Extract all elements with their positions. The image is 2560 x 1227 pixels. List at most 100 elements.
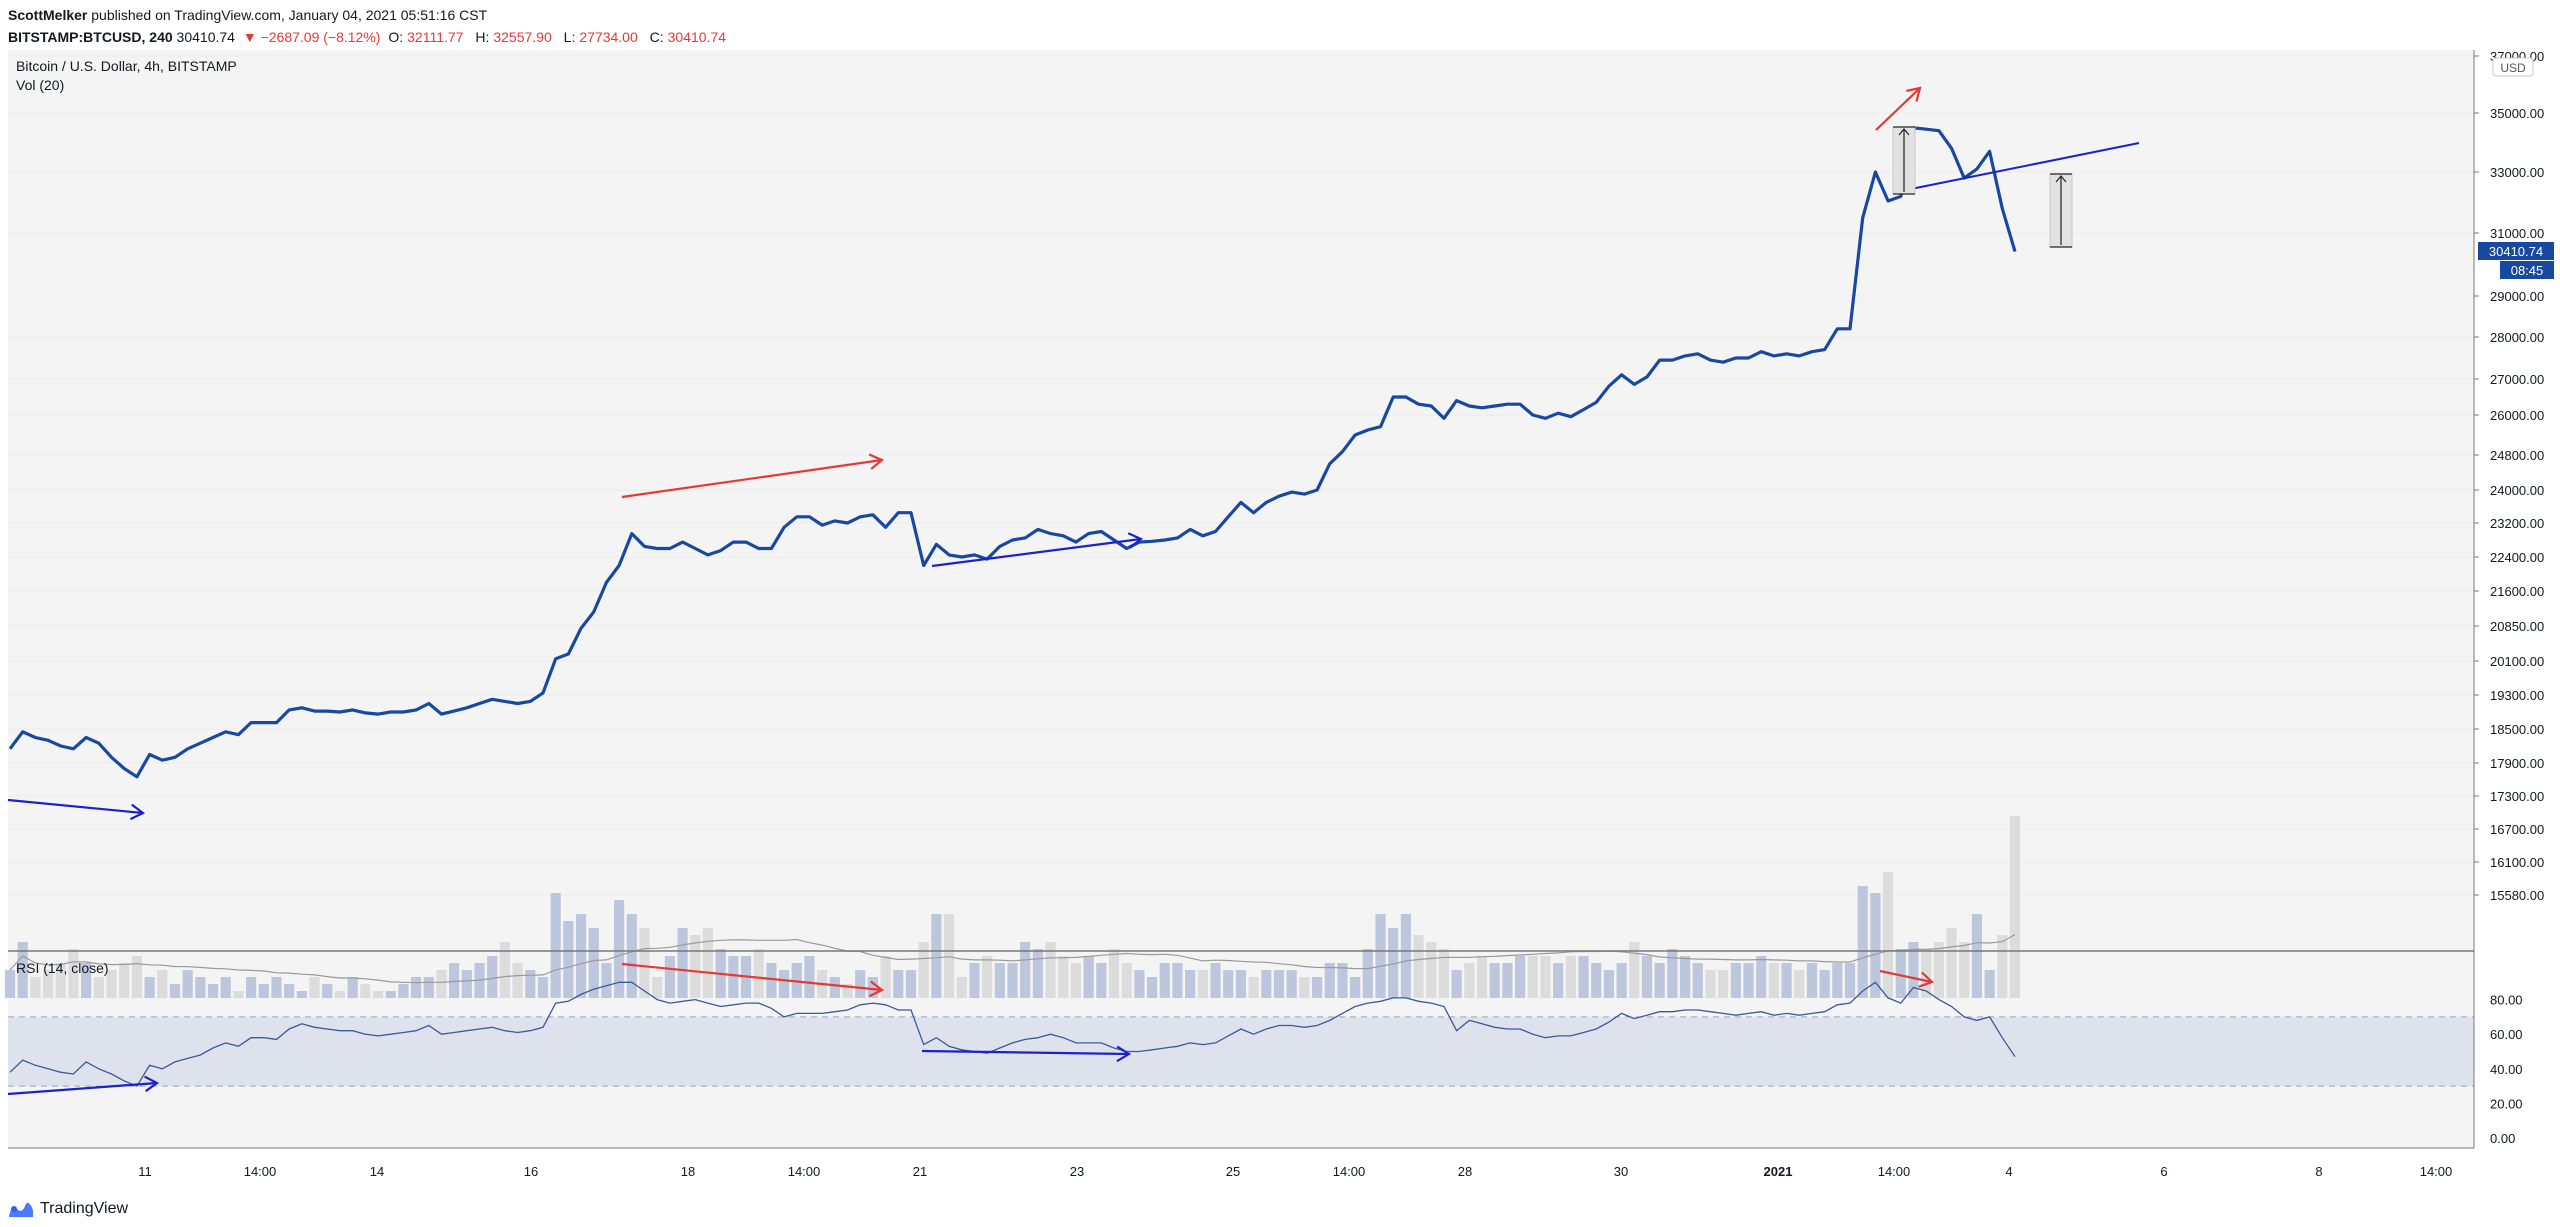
measure-range-box[interactable] — [2049, 173, 2073, 248]
volume-bar — [1020, 942, 1031, 998]
author-name[interactable]: ScottMelker — [8, 7, 88, 23]
time-tick-label: 25 — [1226, 1164, 1240, 1179]
volume-bar — [1515, 956, 1526, 998]
volume-bar — [1794, 970, 1805, 998]
price-tick-label: 17300.00 — [2490, 789, 2544, 804]
price-line[interactable] — [8, 126, 2017, 779]
volume-bar — [880, 956, 891, 998]
grid-layer — [8, 55, 2474, 896]
countdown-badge — [2500, 261, 2554, 279]
volume-bar — [1730, 963, 1741, 998]
volume-bar — [994, 963, 1005, 998]
volume-bar — [1984, 970, 1995, 998]
volume-bar — [360, 984, 371, 998]
volume-bar — [461, 970, 472, 998]
low-label: L: — [563, 29, 576, 45]
volume-bar — [1413, 935, 1424, 998]
measure-range-box-head — [2055, 175, 2067, 183]
volume-bar — [1058, 956, 1069, 998]
close-label: C: — [649, 29, 664, 45]
price-tick-label: 18500.00 — [2490, 722, 2544, 737]
volume-pane-label: Vol (20) — [16, 77, 64, 93]
volume-bar — [1210, 963, 1221, 998]
volume-bar — [1007, 963, 1018, 998]
rsi-axis[interactable]: 80.00 60.00 40.00 20.00 0.00 — [2490, 993, 2523, 1146]
symbol-interval[interactable]: BITSTAMP:BTCUSD, 240 — [8, 29, 173, 45]
blue-trend-arrow[interactable] — [7, 798, 146, 821]
time-axis[interactable]: 11 14:00 14 16 18 14:00 21 23 25 14:00 28 30 2021 14:… — [138, 1164, 2452, 1179]
price-tick-label: 27000.00 — [2490, 372, 2544, 387]
tradingview-footer[interactable]: TradingView — [8, 1196, 128, 1222]
volume-bar — [1172, 963, 1183, 998]
red-rsi-trend-arrow-head — [868, 980, 885, 998]
rsi-line[interactable] — [9, 981, 2016, 1087]
volume-bar — [1768, 963, 1779, 998]
rsi-tick-label: 20.00 — [2490, 1096, 2523, 1111]
volume-bar — [512, 963, 523, 998]
measure-range-box[interactable] — [1892, 126, 1916, 195]
volume-bar — [893, 970, 904, 998]
volume-bar — [131, 956, 142, 998]
volume-bar — [982, 956, 993, 998]
volume-bar — [1286, 970, 1297, 998]
red-rsi-trend-arrow[interactable] — [621, 962, 885, 998]
volume-bar — [1921, 949, 1932, 998]
volume-bar — [1679, 956, 1691, 998]
rsi-tick-label: 0.00 — [2490, 1131, 2515, 1146]
chart-area[interactable]: 37000.00 35000.00 33000.00 31000.00 29000.00… — [0, 49, 2560, 1196]
volume-bar — [664, 956, 675, 998]
volume-bar — [918, 942, 929, 998]
chart-svg[interactable]: 37000.0035000.0033000.0031000.0029000.00… — [0, 49, 2560, 1196]
red-rsi-trend-arrow[interactable] — [1879, 969, 1935, 988]
volume-bar — [969, 963, 980, 998]
red-trend-arrow[interactable] — [1875, 86, 1922, 131]
volume-bar — [1350, 977, 1361, 998]
volume-bars — [4, 816, 2021, 998]
price-axis[interactable]: 37000.0035000.0033000.0031000.0029000.00… — [2474, 49, 2544, 903]
volume-bar — [753, 949, 764, 998]
volume-bar — [1464, 963, 1475, 998]
volume-bar — [1844, 963, 1856, 998]
volume-bar — [1159, 963, 1170, 998]
volume-bar — [779, 970, 790, 998]
tradingview-logo-icon — [9, 1202, 33, 1217]
volume-bar — [487, 956, 498, 998]
last-price-badge — [2478, 242, 2554, 260]
time-tick-label: 4 — [2005, 1164, 2012, 1179]
volume-bar — [271, 977, 282, 998]
volume-bar — [119, 963, 130, 998]
volume-bar — [1235, 970, 1246, 998]
time-tick-label: 30 — [1614, 1164, 1628, 1179]
volume-bar — [639, 928, 650, 998]
volume-bar — [1489, 963, 1500, 998]
time-tick-label: 11 — [138, 1164, 152, 1179]
volume-bar — [1997, 935, 2008, 998]
time-tick-label: 16 — [524, 1164, 538, 1179]
volume-bar — [652, 977, 663, 998]
measure-range-box-head — [1898, 128, 1910, 136]
volume-bar — [144, 977, 155, 998]
volume-bar — [1324, 963, 1335, 998]
blue-trend-arrow[interactable] — [931, 532, 1144, 568]
volume-bar — [1603, 970, 1614, 998]
rsi-tick-label: 40.00 — [2490, 1062, 2523, 1077]
red-trend-arrow[interactable] — [621, 453, 885, 499]
blue-rsi-trend-arrow[interactable] — [7, 1075, 160, 1096]
volume-bar — [17, 942, 28, 998]
annotation-drawings[interactable] — [7, 86, 2140, 1096]
price-tick-label: 21600.00 — [2490, 584, 2544, 599]
volume-bar — [575, 914, 587, 998]
blue-trendline[interactable] — [1895, 142, 2140, 193]
volume-bar — [804, 956, 815, 998]
volume-bar — [309, 977, 320, 998]
volume-bar — [1908, 942, 1919, 998]
volume-bar — [1743, 963, 1754, 998]
blue-rsi-trend-arrow[interactable] — [921, 1045, 1132, 1063]
time-tick-label: 21 — [913, 1164, 927, 1179]
volume-bar — [702, 928, 714, 998]
volume-bar — [423, 977, 434, 998]
volume-bar — [1806, 963, 1818, 998]
volume-bar — [1527, 956, 1538, 998]
volume-bar — [1375, 914, 1386, 998]
currency-box[interactable] — [2492, 57, 2534, 77]
